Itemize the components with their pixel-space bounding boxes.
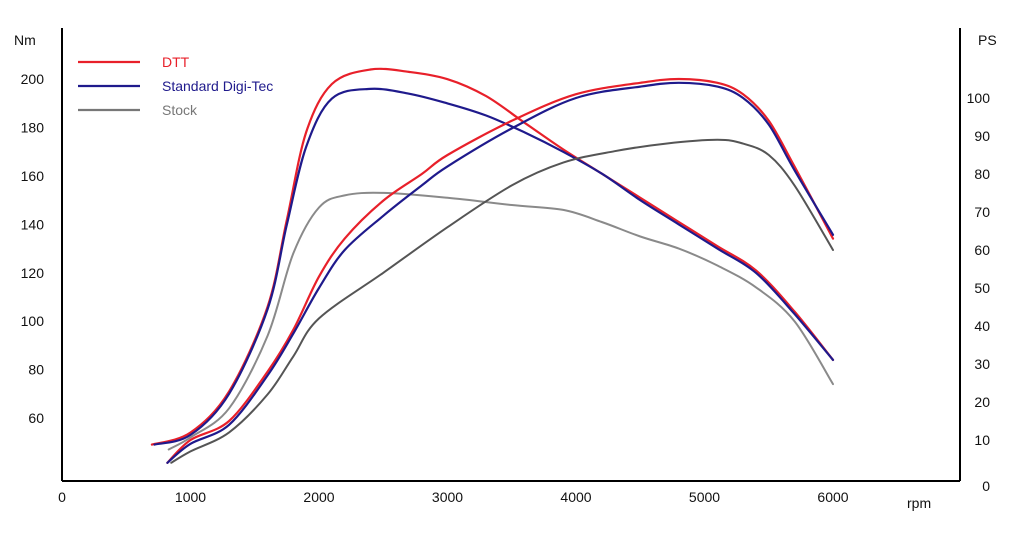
- right-y-tick-label: 50: [974, 280, 990, 296]
- right-y-tick-label: 0: [982, 478, 990, 494]
- x-tick-label: 0: [58, 489, 66, 505]
- left-y-tick-label: 200: [21, 71, 45, 87]
- x-tick-label: 5000: [689, 489, 720, 505]
- stock-power-curve: [170, 138, 834, 464]
- standard-digi-tec-torque-curve: [153, 87, 835, 446]
- x-tick-label: 2000: [303, 489, 334, 505]
- x-tick-label: 6000: [817, 489, 848, 505]
- dtt-power-curve: [166, 77, 835, 464]
- left-axis-title: Nm: [14, 32, 36, 48]
- x-tick-label: 1000: [175, 489, 206, 505]
- right-y-tick-label: 60: [974, 242, 990, 258]
- x-tick-label: 4000: [560, 489, 591, 505]
- left-y-tick-label: 120: [21, 265, 45, 281]
- left-y-tick-label: 60: [28, 410, 44, 426]
- x-axis-title: rpm: [907, 495, 931, 511]
- x-tick-label: 3000: [432, 489, 463, 505]
- legend-label-dtt: DTT: [162, 54, 190, 70]
- left-y-tick-label: 140: [21, 216, 45, 232]
- ticks: 0 1000 2000 3000 4000 5000 6000608010012014016…: [21, 71, 991, 505]
- right-y-tick-label: 20: [974, 394, 990, 410]
- right-y-tick-label: 40: [974, 318, 990, 334]
- right-y-tick-label: 100: [967, 90, 991, 106]
- left-y-tick-label: 180: [21, 120, 45, 136]
- legend-label-standard-digi-tec: Standard Digi-Tec: [162, 78, 273, 94]
- stock-torque-curve: [167, 191, 834, 451]
- legend: DTT Standard Digi-Tec Stock: [78, 54, 273, 118]
- right-axis-title: PS: [978, 32, 997, 48]
- right-y-tick-label: 90: [974, 128, 990, 144]
- right-y-tick-label: 80: [974, 166, 990, 182]
- right-y-tick-label: 70: [974, 204, 990, 220]
- legend-label-stock: Stock: [162, 102, 198, 118]
- left-y-tick-label: 160: [21, 168, 45, 184]
- right-y-tick-label: 10: [974, 432, 990, 448]
- left-y-tick-label: 100: [21, 313, 45, 329]
- standard-digi-tec-power-curve: [166, 81, 835, 464]
- axes: Nm PS rpm: [14, 28, 997, 511]
- series: [150, 67, 835, 464]
- left-y-tick-label: 80: [28, 362, 44, 378]
- right-y-tick-label: 30: [974, 356, 990, 372]
